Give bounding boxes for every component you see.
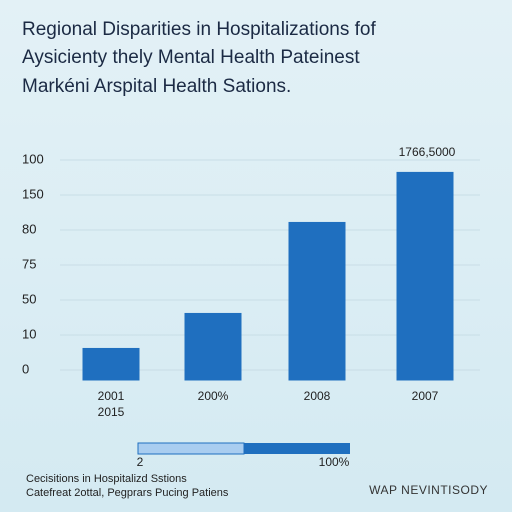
- bar: [396, 171, 454, 381]
- title-line: Regional Disparities in Hospitalizations…: [22, 19, 377, 40]
- bar: [288, 221, 346, 381]
- footer-line: Cecisitions in Hospitalizd Sstions: [26, 473, 187, 485]
- y-tick-label: 100: [22, 151, 44, 166]
- x-tick-label: 2001 2015: [98, 389, 125, 419]
- bar: [82, 347, 140, 381]
- y-tick-label: 50: [22, 291, 36, 306]
- x-tick-label: 2007: [412, 389, 439, 403]
- y-tick-label: 80: [22, 221, 36, 236]
- y-tick-label: 150: [22, 186, 44, 201]
- x-tick-label: 2008: [304, 389, 331, 403]
- progress-start: 2: [137, 455, 144, 469]
- annotation: 1766,5000: [399, 145, 456, 159]
- y-tick-label: 75: [22, 256, 36, 271]
- x-tick-label: 200%: [198, 389, 229, 403]
- progress-fill: [137, 442, 245, 455]
- footer-right: WAP NEVINTISODY: [369, 483, 488, 497]
- y-tick-label: 10: [22, 326, 36, 341]
- y-tick-label: 0: [22, 361, 29, 376]
- bar: [184, 312, 242, 381]
- title-line: Aysicienty thely Mental Health Pateinest: [22, 47, 360, 68]
- progress-end: 100%: [319, 455, 350, 469]
- footer-line: Catefreat 2ottal, Pegprars Pucing Patien…: [26, 487, 229, 499]
- title-line: Markéni Arspital Health Sations.: [22, 76, 291, 97]
